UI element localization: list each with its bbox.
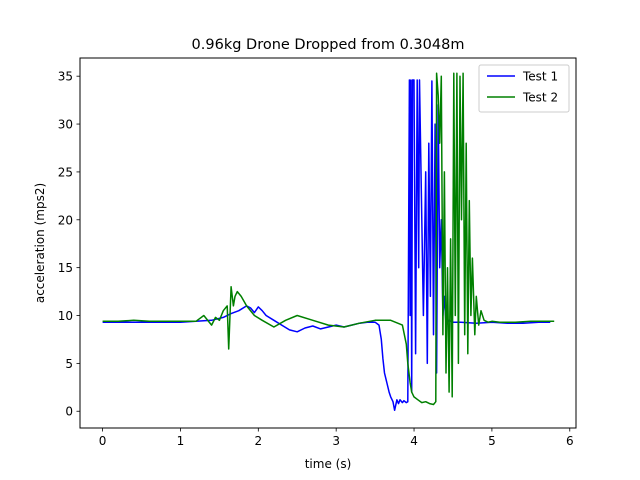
x-tick-label: 0	[99, 434, 107, 448]
y-tick-label: 0	[65, 405, 73, 419]
x-tick-label: 5	[488, 434, 496, 448]
legend: Test 1 Test 2	[478, 64, 570, 113]
x-axis-label: time (s)	[305, 457, 352, 471]
x-axis: 0 1 2 3 4 5 6	[99, 428, 574, 448]
y-tick-label: 5	[65, 357, 73, 371]
y-axis-label: acceleration (mps2)	[33, 183, 47, 303]
y-tick-label: 20	[58, 213, 73, 227]
x-tick-label: 3	[332, 434, 340, 448]
series-line-test-2	[102, 72, 555, 406]
plot-frame	[79, 57, 577, 429]
y-tick-label: 15	[58, 261, 73, 275]
chart-title: 0.96kg Drone Dropped from 0.3048m	[192, 37, 465, 53]
legend-label: Test 1	[522, 70, 558, 84]
y-axis: 0 5 10 15 20 25 30 35	[58, 70, 80, 419]
series-line-test-1	[102, 79, 551, 412]
y-tick-label: 25	[58, 165, 73, 179]
x-tick-label: 6	[566, 434, 574, 448]
x-tick-label: 4	[410, 434, 418, 448]
y-tick-label: 35	[58, 70, 73, 84]
x-tick-label: 2	[254, 434, 262, 448]
series-layer	[102, 72, 555, 412]
x-tick-label: 1	[177, 434, 185, 448]
y-tick-label: 30	[58, 118, 73, 132]
y-tick-label: 10	[58, 309, 73, 323]
legend-label: Test 2	[522, 91, 558, 105]
